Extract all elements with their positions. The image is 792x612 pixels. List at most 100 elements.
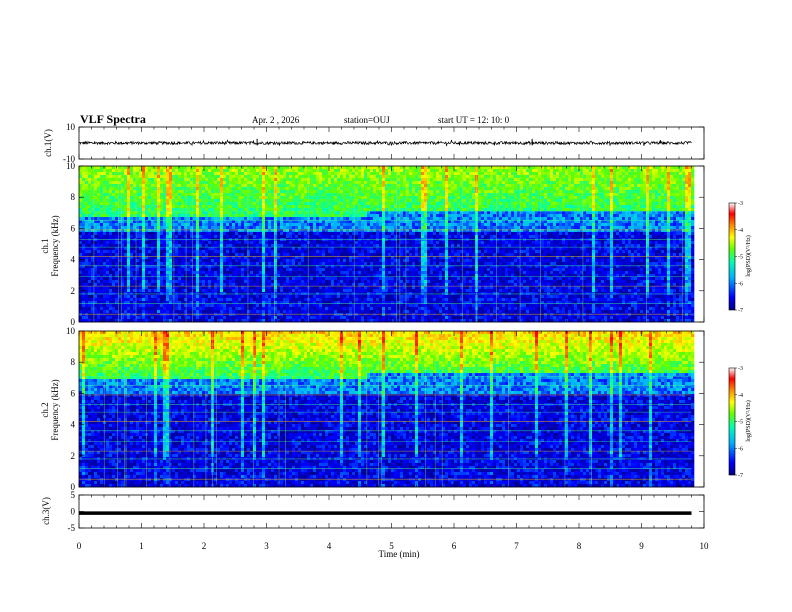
ch1-cell	[154, 277, 157, 280]
ch1-cell	[106, 202, 109, 205]
ch1-cell	[124, 301, 127, 304]
ch1-cell	[259, 217, 262, 220]
ch1-cell	[94, 199, 97, 202]
ch1-cell	[226, 202, 229, 205]
ch1-cell	[259, 229, 262, 232]
ch1-cell	[208, 190, 211, 193]
ch1-cell	[220, 298, 223, 301]
ch1-cell	[115, 217, 118, 220]
ch1-cell	[166, 250, 169, 253]
ch1-cell	[181, 187, 184, 190]
ch1-cell	[220, 229, 223, 232]
ch1-cell	[238, 229, 241, 232]
ch1-cell	[235, 307, 238, 310]
ch1-cell	[127, 175, 130, 178]
ch1-cell	[259, 238, 262, 241]
ch1-cell	[151, 283, 154, 286]
ch1-cell	[166, 238, 169, 241]
ch1-cell	[157, 202, 160, 205]
ch1-cell	[262, 235, 265, 238]
ch1-cell	[253, 214, 256, 217]
ch1-cell	[190, 232, 193, 235]
ch1-cell	[94, 214, 97, 217]
ch1-cell	[220, 250, 223, 253]
ch1-cell	[235, 268, 238, 271]
ch1-cell	[229, 166, 232, 169]
ch1-cell	[235, 166, 238, 169]
ch1-cell	[139, 226, 142, 229]
ch1-cell	[196, 247, 199, 250]
ch1-cell	[151, 271, 154, 274]
ch1-cell	[109, 199, 112, 202]
ch1-cell	[166, 226, 169, 229]
ch1-cell	[82, 235, 85, 238]
ch1-cell	[208, 208, 211, 211]
ch1-cell	[130, 202, 133, 205]
ch1-cell	[214, 205, 217, 208]
ch1-cell	[139, 289, 142, 292]
ch1-cell	[241, 262, 244, 265]
ch1-cell	[199, 172, 202, 175]
ch1-cell	[178, 247, 181, 250]
ch1-cell	[229, 298, 232, 301]
ch1-cell	[136, 214, 139, 217]
ch1-cell	[253, 229, 256, 232]
ch1-cell	[139, 181, 142, 184]
ch1-cell	[244, 196, 247, 199]
ch1-cell	[142, 169, 145, 172]
ch1-cell	[124, 193, 127, 196]
ch1-cell	[214, 241, 217, 244]
ch1-cell	[127, 247, 130, 250]
ch1-cell	[244, 184, 247, 187]
ch1-cell	[112, 271, 115, 274]
ch1-cell	[235, 301, 238, 304]
ch1-cell	[259, 286, 262, 289]
ch1-cell	[166, 280, 169, 283]
ch1-cell	[214, 262, 217, 265]
ch1-cell	[82, 229, 85, 232]
ch1-cell	[136, 235, 139, 238]
ch1-cell	[115, 262, 118, 265]
ch1-cell	[205, 217, 208, 220]
ch1-cell	[235, 181, 238, 184]
ch1-cell	[79, 175, 82, 178]
ch1-cell	[166, 304, 169, 307]
ch1-cell	[130, 262, 133, 265]
ch1-cell	[217, 184, 220, 187]
ch1-cell	[106, 241, 109, 244]
ch1-cell	[175, 247, 178, 250]
ch1-cell	[259, 301, 262, 304]
ch1-cell	[100, 247, 103, 250]
ch1-cell	[94, 166, 97, 169]
ch1-cell	[220, 235, 223, 238]
ch1-cell	[244, 259, 247, 262]
ch1-cell	[181, 247, 184, 250]
ch1-cell	[100, 238, 103, 241]
ch1-cell	[196, 193, 199, 196]
ch1-cell	[187, 316, 190, 319]
ch1-cell	[199, 310, 202, 313]
ch1-cell	[253, 178, 256, 181]
ch1-cell	[163, 169, 166, 172]
ch1-cell	[247, 289, 250, 292]
ch1-cell	[226, 271, 229, 274]
ch1-cell	[193, 223, 196, 226]
ch1-cell	[196, 280, 199, 283]
ch1-cell	[238, 178, 241, 181]
ch1-cell	[112, 175, 115, 178]
ch1-cell	[94, 289, 97, 292]
ch1-cell	[115, 178, 118, 181]
ch1-cell	[97, 304, 100, 307]
ch1-cell	[97, 301, 100, 304]
ch1-cell	[82, 238, 85, 241]
ch1-cell	[256, 298, 259, 301]
ch1-cell	[208, 250, 211, 253]
ch1-cell	[85, 238, 88, 241]
ch1-cell	[115, 304, 118, 307]
ch1-cell	[163, 259, 166, 262]
ch1-cell	[238, 202, 241, 205]
ch1-cell	[220, 190, 223, 193]
ch1-cell	[100, 187, 103, 190]
ch1-cell	[202, 217, 205, 220]
ch1-cell	[184, 184, 187, 187]
